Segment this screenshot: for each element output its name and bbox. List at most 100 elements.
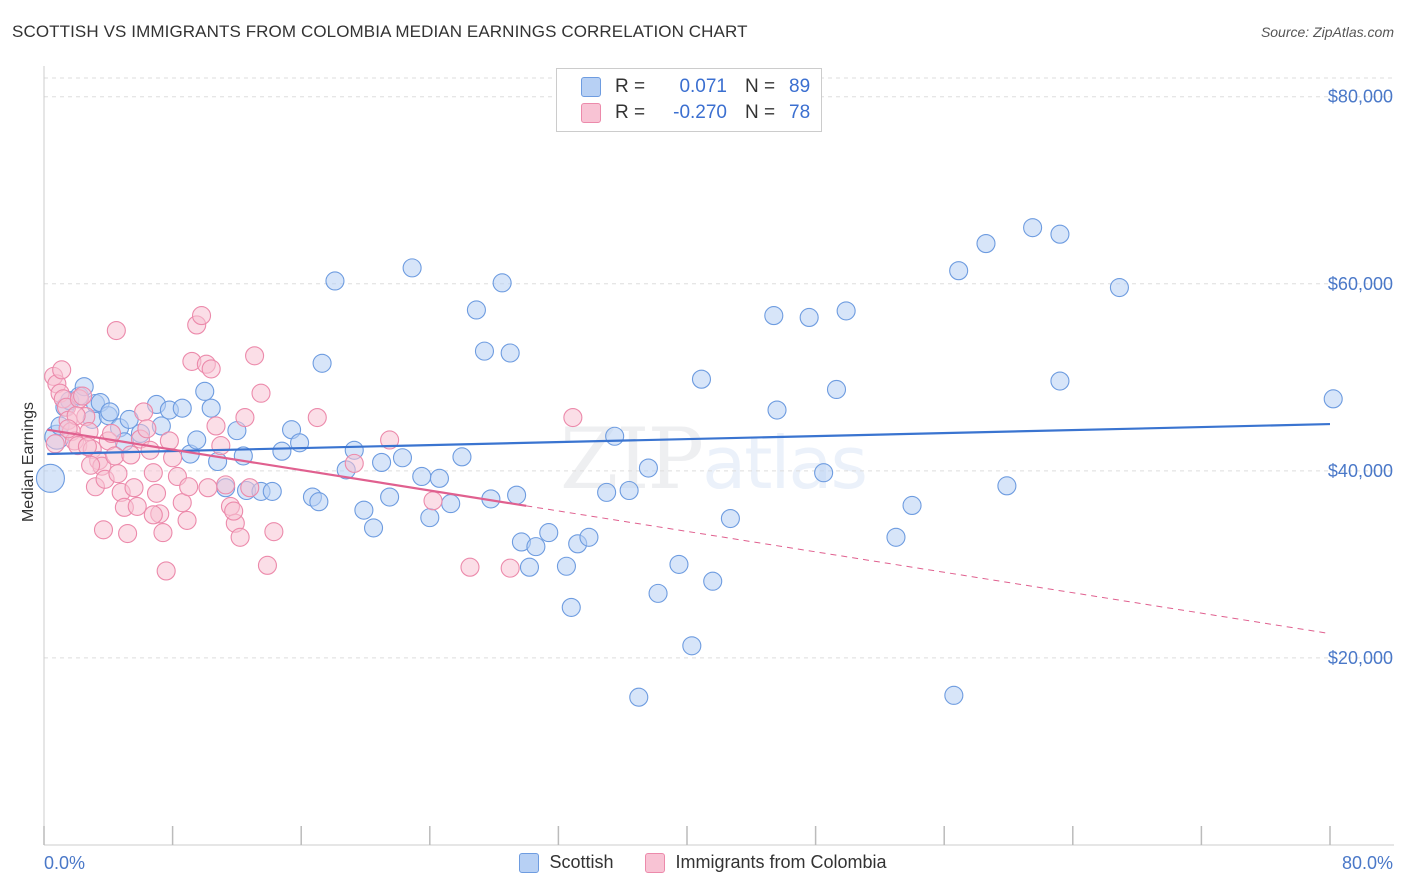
x-tick-label-max: 80.0% [1342,853,1393,873]
scottish-point [836,301,856,321]
colombia-point [177,510,197,530]
legend-n-value: 89 [789,76,811,97]
legend-label-scottish: Scottish [549,852,614,872]
scottish-point [814,463,834,483]
colombia-swatch [645,852,666,873]
scottish-point [691,369,712,389]
scottish-point [619,480,639,501]
scottish-point [826,379,847,400]
colombia-trend-line-extension [526,505,1331,635]
legend-label-colombia: Immigrants from Colombia [675,852,887,872]
legend-item-colombia[interactable]: Immigrants from Colombia [645,852,887,873]
colombia-point [134,402,154,422]
legend-r-value: 0.071 [679,76,727,97]
scottish-point [579,527,599,547]
colombia-point [251,383,271,403]
colombia-point [563,407,583,428]
scottish-point [474,341,495,361]
colombia-point [73,386,93,406]
scottish-point [902,495,922,516]
colombia-point [307,407,327,428]
colombia-point [216,475,236,495]
scottish-point [452,447,472,467]
chart-title: SCOTTISH VS IMMIGRANTS FROM COLOMBIA MED… [12,22,748,41]
colombia-point [124,478,144,498]
scottish-point [556,556,576,576]
colombia-point [230,527,250,547]
source-label: Source: ZipAtlas.com [1260,24,1394,40]
scottish-point [629,687,649,707]
scottish-point [309,492,329,512]
colombia-point [52,360,72,380]
scottish-point [195,381,215,401]
scottish-point [507,485,527,505]
scottish-point [466,300,486,320]
scottish-point [420,508,440,528]
scottish-point [799,307,819,328]
colombia-point [81,455,101,475]
colombia-point [245,346,265,366]
scottish-point [392,448,413,468]
scottish-point [1023,218,1043,238]
colombia-point [211,436,231,456]
colombia-point [146,483,167,503]
scottish-point [429,468,449,488]
colombia-point [257,555,277,575]
legend-r-value: -0.270 [673,102,727,123]
scottish-point [944,685,964,705]
scottish-point [561,597,581,617]
legend-item-scottish[interactable]: Scottish [519,852,613,873]
scottish-point [669,554,689,574]
scottish-point [412,466,432,487]
series-legend: Scottish Immigrants from Colombia [0,852,1406,873]
colombia-point [121,445,141,465]
legend-row-scottish: R = 0.071 N = 89 [581,75,810,99]
scottish-swatch [581,77,601,97]
colombia-point [423,491,443,511]
scottish-point [1050,224,1070,244]
colombia-trend-line [47,428,527,507]
scottish-point [519,557,540,577]
colombia-point [106,320,126,341]
colombia-point [156,561,176,581]
scottish-point [1050,371,1070,391]
legend-n-value: 78 [789,102,811,123]
scottish-point [605,426,625,446]
colombia-point [380,430,400,450]
scottish-point [100,402,120,422]
scottish-point [1323,389,1343,409]
scottish-point [363,518,384,538]
scottish-point [262,481,282,501]
scottish-point [201,398,221,418]
correlation-legend: R = 0.071 N = 89 R = -0.270 N = 78 [556,68,822,132]
scottish-point [949,261,969,281]
colombia-point [105,446,125,466]
colombia-point [137,419,157,439]
colombia-point [172,493,192,513]
colombia-point [500,558,520,578]
y-tick-label: $60,000 [1328,274,1393,294]
legend-r-label: R = [615,102,646,123]
legend-row-colombia: R = -0.270 N = 78 [581,101,810,125]
scottish-swatch [519,852,540,873]
colombia-point [153,523,173,543]
colombia-point [77,436,97,457]
scottish-point [720,509,740,529]
colombia-point [235,407,255,428]
colombia-point [460,557,480,577]
colombia-point [201,359,221,379]
legend-r-label: R = [615,76,646,97]
scottish-point [272,441,292,461]
scottish-point [500,343,520,363]
colombia-point [118,523,138,544]
legend-n-label: N = [745,102,776,123]
scottish-point [539,523,559,543]
scottish-point [354,500,374,520]
scottish-point [597,482,617,502]
scottish-point [325,271,345,291]
legend-n-label: N = [745,76,776,97]
scottish-trend-line [47,422,1331,456]
scottish-point [764,306,784,326]
scottish-point [441,494,461,514]
scottish-point [1109,277,1129,298]
